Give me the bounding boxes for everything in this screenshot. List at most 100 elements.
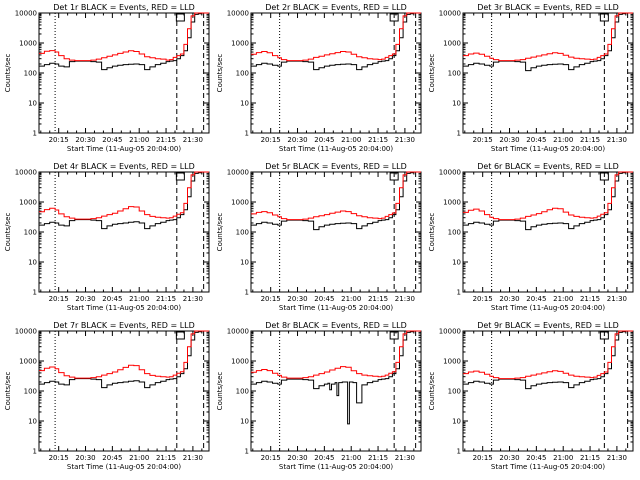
y-axis-label: Counts/sec	[4, 372, 12, 411]
x-tick-label: 20:30	[499, 454, 519, 462]
y-tick-label: 100	[448, 229, 461, 237]
chart-panel: Det 2r BLACK = Events, RED = LLD 1 10 100 10…	[216, 3, 422, 153]
chart-title: Det 2r BLACK = Events, RED = LLD	[265, 3, 407, 12]
x-axis-label: Start Time (11-Aug-05 20:04:00)	[491, 304, 605, 312]
events-series-line	[39, 330, 209, 389]
y-tick-label: 10000	[227, 328, 249, 336]
saa-marker	[389, 331, 399, 340]
saa-marker	[389, 172, 399, 181]
x-tick-label: 21:00	[129, 454, 149, 462]
x-tick-label: 20:15	[261, 295, 281, 303]
y-axis-label: Counts/sec	[216, 213, 224, 252]
x-tick-label: 20:15	[473, 454, 493, 462]
x-tick-label: 20:45	[526, 454, 546, 462]
y-tick-label: 1000	[231, 40, 249, 48]
y-tick-label: 1000	[231, 358, 249, 366]
y-tick-label: 100	[24, 70, 37, 78]
y-tick-label: 10000	[15, 10, 37, 18]
x-tick-label: 21:15	[156, 136, 176, 144]
x-tick-label: 21:00	[341, 295, 361, 303]
x-tick-label: 20:45	[102, 454, 122, 462]
plot-frame	[462, 12, 634, 134]
x-axis-label: Start Time (11-Aug-05 20:04:00)	[279, 304, 393, 312]
y-tick-label: 10	[28, 259, 37, 267]
lld-series-line	[39, 330, 209, 379]
events-series-line	[463, 12, 633, 72]
x-tick-label: 20:15	[49, 136, 69, 144]
y-tick-label: 100	[236, 388, 249, 396]
x-tick-label: 20:45	[314, 136, 334, 144]
y-axis-label: Counts/sec	[216, 54, 224, 93]
x-tick-label: 20:30	[499, 136, 519, 144]
saa-marker	[599, 13, 609, 22]
saa-marker	[175, 13, 185, 22]
x-axis-label: Start Time (11-Aug-05 20:04:00)	[279, 463, 393, 471]
chart-title: Det 3r BLACK = Events, RED = LLD	[477, 3, 619, 12]
x-axis-label: Start Time (11-Aug-05 20:04:00)	[67, 145, 181, 153]
x-tick-label: 20:45	[102, 295, 122, 303]
chart-panel: Det 8r BLACK = Events, RED = LLD 1 10 100 10…	[216, 321, 422, 471]
x-tick-label: 21:00	[553, 295, 573, 303]
x-tick-label: 20:15	[473, 295, 493, 303]
y-tick-label: 100	[448, 388, 461, 396]
x-tick-label: 21:30	[183, 454, 203, 462]
events-series-line	[39, 171, 209, 230]
y-tick-label: 10	[452, 418, 461, 426]
plot-frame	[462, 330, 634, 452]
y-tick-label: 100	[448, 70, 461, 78]
lld-series-line	[251, 12, 421, 62]
chart-panel: Det 4r BLACK = Events, RED = LLD 1 10 100 10…	[4, 162, 210, 312]
chart-title: Det 8r BLACK = Events, RED = LLD	[265, 321, 407, 330]
x-tick-label: 20:15	[261, 454, 281, 462]
lld-series-line	[39, 171, 209, 220]
x-tick-label: 20:30	[499, 295, 519, 303]
events-series-line	[251, 171, 421, 231]
y-tick-label: 1000	[443, 358, 461, 366]
x-tick-label: 20:30	[75, 454, 95, 462]
x-tick-label: 20:45	[102, 136, 122, 144]
y-tick-label: 100	[236, 229, 249, 237]
x-tick-label: 20:30	[287, 454, 307, 462]
x-axis-label: Start Time (11-Aug-05 20:04:00)	[491, 463, 605, 471]
chart-title: Det 5r BLACK = Events, RED = LLD	[265, 162, 407, 171]
y-tick-label: 10	[452, 259, 461, 267]
plot-frame	[38, 171, 210, 293]
plot-frame	[462, 171, 634, 293]
x-tick-label: 21:30	[183, 136, 203, 144]
lld-series-line	[251, 330, 421, 379]
y-tick-label: 1000	[231, 199, 249, 207]
x-tick-label: 21:00	[341, 454, 361, 462]
x-tick-label: 21:15	[368, 136, 388, 144]
y-tick-label: 100	[24, 229, 37, 237]
events-series-line	[251, 12, 421, 71]
x-tick-label: 21:15	[580, 295, 600, 303]
events-series-line	[463, 171, 633, 231]
events-series-line	[251, 330, 421, 425]
x-tick-label: 21:15	[368, 454, 388, 462]
events-series-line	[463, 330, 633, 390]
lld-series-line	[39, 12, 209, 62]
x-axis-label: Start Time (11-Aug-05 20:04:00)	[67, 463, 181, 471]
x-tick-label: 21:30	[395, 454, 415, 462]
lld-series-line	[463, 330, 633, 380]
chart-title: Det 6r BLACK = Events, RED = LLD	[477, 162, 619, 171]
x-tick-label: 21:15	[580, 454, 600, 462]
y-axis-label: Counts/sec	[4, 54, 12, 93]
x-tick-label: 21:30	[607, 136, 627, 144]
y-tick-label: 10000	[227, 10, 249, 18]
y-tick-label: 1	[33, 289, 37, 297]
y-tick-label: 1	[245, 289, 249, 297]
chart-panel: Det 7r BLACK = Events, RED = LLD 1 10 100 10…	[4, 321, 210, 471]
y-tick-label: 100	[24, 388, 37, 396]
x-tick-label: 20:30	[75, 295, 95, 303]
y-tick-label: 10000	[227, 169, 249, 177]
x-tick-label: 21:00	[129, 295, 149, 303]
chart-title: Det 1r BLACK = Events, RED = LLD	[53, 3, 195, 12]
y-tick-label: 1	[457, 130, 461, 138]
y-axis-label: Counts/sec	[428, 213, 436, 252]
saa-marker	[175, 172, 185, 181]
y-tick-label: 1	[33, 448, 37, 456]
x-tick-label: 21:30	[183, 295, 203, 303]
y-tick-label: 10000	[439, 328, 461, 336]
